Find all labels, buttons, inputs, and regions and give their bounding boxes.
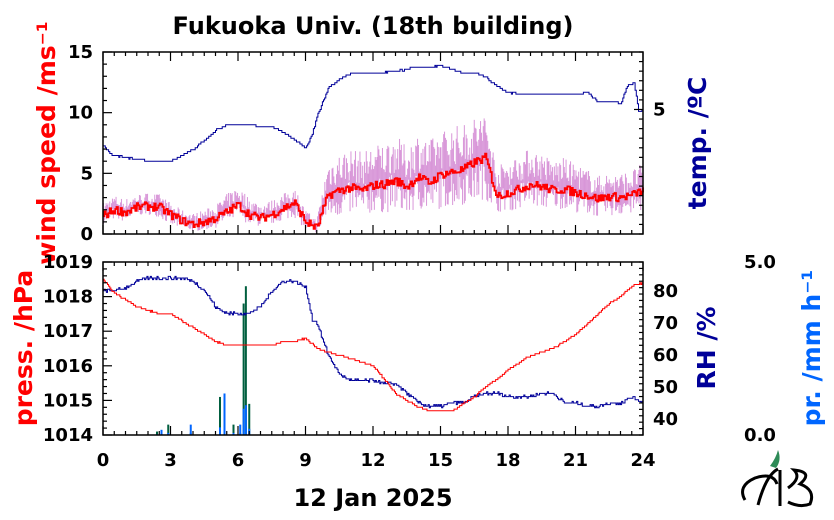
- y-tick-label: 1014: [43, 425, 93, 446]
- precip-axis-ticks: 0.0 5.0: [744, 252, 776, 446]
- y-tick-label: 1018: [43, 287, 93, 308]
- precip-tick-label: 5.0: [744, 252, 776, 273]
- temperature-line: [103, 64, 643, 162]
- x-tick-label: 6: [232, 450, 245, 471]
- precip-bar: [160, 429, 163, 435]
- pressure-line: [103, 278, 643, 412]
- y-tick-label: 10: [68, 103, 93, 124]
- wind-speed-line: [103, 152, 644, 230]
- y-tick-label: 1017: [43, 321, 93, 342]
- y-tick-label: 70: [653, 313, 678, 334]
- y-tick-label: 0: [80, 224, 93, 245]
- y-tick-label: 5: [80, 163, 93, 184]
- precip-bar-overlay: [189, 432, 192, 435]
- precip-axis-label: pr. /mm h⁻¹: [797, 270, 826, 427]
- x-tick-label: 0: [97, 450, 110, 471]
- y-tick-label: 60: [653, 345, 678, 366]
- lower-plot-frame: [102, 261, 644, 436]
- y-tick-label: 50: [653, 377, 678, 398]
- wind-speed-axis-label: wind speed /ms⁻¹: [32, 21, 61, 265]
- upper-left-ticks: 0 5 10 15: [68, 42, 112, 245]
- x-tick-label: 24: [630, 450, 655, 471]
- university-logo-icon: [741, 450, 814, 508]
- precip-bar-overlay: [244, 405, 247, 435]
- lower-x-ticks: [102, 262, 644, 435]
- precip-bar: [248, 403, 251, 435]
- leaf-icon: [770, 450, 780, 468]
- y-tick-label: 80: [653, 281, 678, 302]
- precip-bar: [167, 424, 170, 435]
- y-tick-label: 15: [68, 42, 93, 63]
- wind-speed-mean-series: [103, 152, 644, 230]
- precip-bar: [189, 424, 192, 435]
- precip-tick-label: 0.0: [744, 425, 776, 446]
- precip-bar: [223, 393, 226, 435]
- precip-bar: [239, 424, 242, 435]
- precip-bar-overlay: [232, 432, 235, 435]
- lower-right-ticks: 40 50 60 70 80: [639, 261, 678, 436]
- x-tick-label: 3: [164, 450, 177, 471]
- upper-x-ticks: [102, 52, 644, 234]
- y-tick-label: 5: [653, 99, 666, 120]
- y-tick-label: 1019: [43, 252, 93, 273]
- lower-left-ticks: 1014 1015 1016 1017 1018 1019: [43, 252, 112, 446]
- x-tick-label: 18: [495, 450, 520, 471]
- x-tick-label: 21: [563, 450, 588, 471]
- rh-line: [103, 275, 644, 409]
- relative-humidity-series: [103, 275, 644, 409]
- y-tick-label: 1015: [43, 390, 93, 411]
- precip-bar: [219, 396, 221, 435]
- chart-title: Fukuoka Univ. (18th building): [173, 12, 574, 40]
- precip-bar: [156, 431, 158, 435]
- precip-bar-overlay: [219, 427, 221, 435]
- upper-panel: 0 5 10 15 5 wind speed /ms⁻¹ temp. /ºC: [32, 21, 712, 265]
- precip-bar: [232, 424, 235, 435]
- upper-right-ticks: 5: [634, 51, 666, 235]
- x-tick-label: 15: [428, 450, 453, 471]
- rh-axis-label: RH /%: [692, 306, 721, 389]
- precip-bar-overlay: [167, 432, 170, 435]
- precip-bar-overlay: [239, 432, 242, 435]
- precip-bar: [244, 286, 247, 435]
- y-tick-label: 1016: [43, 356, 93, 377]
- precip-bar-overlay: [223, 426, 226, 435]
- x-tick-label: 12: [360, 450, 385, 471]
- temperature-axis-label: temp. /ºC: [683, 77, 712, 210]
- x-tick-labels: 0 3 6 9 12 15 18 21 24: [97, 450, 656, 471]
- pressure-axis-label: press. /hPa: [9, 270, 38, 427]
- x-tick-label: 9: [299, 450, 312, 471]
- temperature-series: [103, 64, 643, 162]
- precip-bar: [242, 303, 245, 435]
- wind-speed-raw-series: [102, 118, 644, 233]
- y-tick-label: 40: [653, 409, 678, 430]
- lower-panel: 1014 1015 1016 1017 1018 1019 40 50 60 70 80 0.0 5…: [9, 252, 826, 446]
- pressure-series: [103, 278, 643, 412]
- date-label: 12 Jan 2025: [293, 484, 452, 512]
- precipitation-bars: [156, 286, 251, 435]
- precip-bar-overlay: [242, 408, 245, 435]
